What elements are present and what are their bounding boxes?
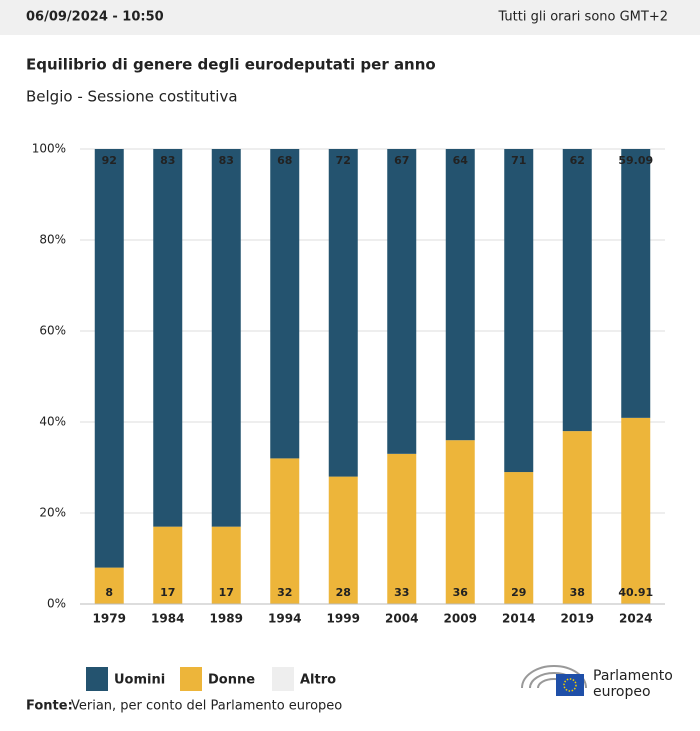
bar-segment <box>211 526 241 604</box>
bar-segment <box>94 567 124 604</box>
data-label: 67 <box>394 154 409 167</box>
data-label: 64 <box>453 154 469 167</box>
x-tick-label: 2014 <box>502 612 535 626</box>
data-label: 40.91 <box>618 586 653 599</box>
legend-label: Donne <box>208 673 255 688</box>
x-tick-label: 1989 <box>210 612 243 626</box>
data-label: 17 <box>160 586 175 599</box>
logo: Parlamento europeo <box>521 665 673 700</box>
bar-segment <box>328 476 358 604</box>
bar-segment <box>270 149 300 459</box>
data-label: 92 <box>102 154 117 167</box>
legend-swatch <box>272 667 294 691</box>
data-label: 38 <box>570 586 585 599</box>
bar-segment <box>270 458 300 604</box>
y-tick-label: 60% <box>39 324 66 338</box>
legend-label: Uomini <box>114 673 165 688</box>
data-label: 36 <box>453 586 469 599</box>
y-tick-label: 100% <box>32 142 66 156</box>
logo-text: Parlamento <box>593 668 673 684</box>
x-tick-label: 2019 <box>561 612 594 626</box>
data-label: 68 <box>277 154 292 167</box>
logo-stars <box>563 678 577 692</box>
header-datetime: 06/09/2024 - 10:50 <box>26 10 164 25</box>
x-tick-label: 1999 <box>327 612 360 626</box>
bar-segment <box>153 149 183 527</box>
data-label: 8 <box>105 586 113 599</box>
data-label: 29 <box>511 586 526 599</box>
x-tick-label: 2004 <box>385 612 418 626</box>
legend-swatch <box>86 667 108 691</box>
x-tick-label: 1979 <box>93 612 126 626</box>
source-label: Fonte: <box>26 699 73 714</box>
x-tick-label: 1984 <box>151 612 184 626</box>
bar-segment <box>387 149 417 454</box>
x-tick-label: 2009 <box>444 612 477 626</box>
data-label: 59.09 <box>618 154 653 167</box>
source-text: Verian, per conto del Parlamento europeo <box>71 699 342 714</box>
bar-segment <box>504 472 534 604</box>
y-tick-label: 80% <box>39 233 66 247</box>
data-label: 28 <box>336 586 351 599</box>
bar-segment <box>153 526 183 604</box>
header-timezone: Tutti gli orari sono GMT+2 <box>497 10 668 25</box>
legend-swatch <box>180 667 202 691</box>
data-label: 83 <box>219 154 234 167</box>
legend-label: Altro <box>300 673 336 688</box>
y-tick-label: 0% <box>47 597 66 611</box>
x-tick-label: 2024 <box>619 612 652 626</box>
bar-segment <box>94 149 124 568</box>
bar-segment <box>387 453 417 604</box>
data-label: 17 <box>219 586 234 599</box>
bar-segment <box>562 149 592 432</box>
data-label: 71 <box>511 154 526 167</box>
chart-title: Equilibrio di genere degli eurodeputati … <box>26 56 436 74</box>
bar-segment <box>328 149 358 477</box>
bar-segment <box>445 149 475 441</box>
x-tick-label: 1994 <box>268 612 301 626</box>
logo-flag <box>556 674 584 696</box>
data-label: 72 <box>336 154 351 167</box>
bar-segment <box>211 149 241 527</box>
data-label: 33 <box>394 586 409 599</box>
chart-subtitle: Belgio - Sessione costitutiva <box>26 88 238 106</box>
bar-segment <box>621 417 651 604</box>
data-label: 32 <box>277 586 292 599</box>
bar-segment <box>621 149 651 418</box>
data-label: 83 <box>160 154 175 167</box>
y-tick-label: 20% <box>39 506 66 520</box>
logo-text: europeo <box>593 684 651 700</box>
y-tick-label: 40% <box>39 415 66 429</box>
bar-segment <box>445 440 475 604</box>
bar-segment <box>504 149 534 473</box>
data-label: 62 <box>570 154 585 167</box>
header-bar <box>0 0 700 35</box>
bar-segment <box>562 431 592 604</box>
